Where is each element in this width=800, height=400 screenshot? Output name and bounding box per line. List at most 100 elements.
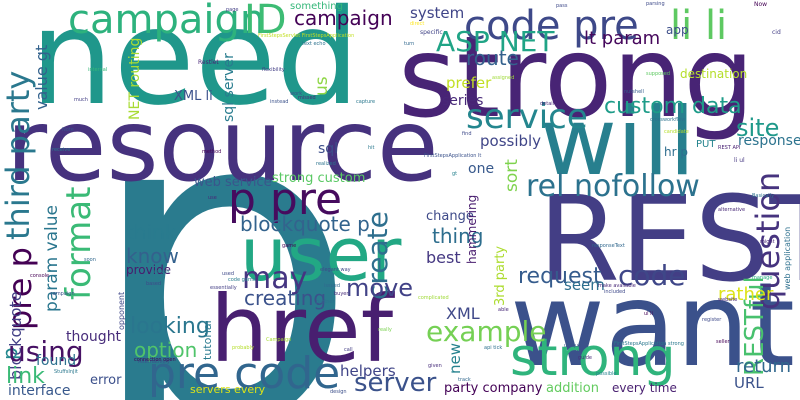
word-call: call (344, 347, 353, 353)
word-rather: rather (718, 284, 774, 305)
word-hit: hit (368, 145, 375, 151)
word-response: response (738, 133, 800, 149)
word-crossworkflow: crossworkflow (650, 117, 686, 123)
word-li-li: li li (670, 3, 728, 49)
word-receive: receive (52, 147, 71, 153)
word-track: track (458, 377, 471, 383)
word-campaign-top: campaign (68, 0, 266, 43)
word-asp-net: ASP NET (436, 25, 555, 58)
word-seller: seller (716, 339, 730, 345)
word-using: using (8, 335, 84, 368)
word-elegant-way: elegant way (320, 267, 351, 273)
word-3rd-party: 3rd party (493, 245, 508, 306)
word-partner: partner (316, 299, 335, 305)
word-given: given (428, 363, 442, 369)
word-change: change (426, 209, 474, 224)
word-put: PUT (696, 139, 716, 150)
word-rest-api: REST API (718, 145, 741, 151)
word-system: system (410, 4, 465, 22)
word-possibly: possibly (480, 132, 542, 150)
word-sql: sql (318, 141, 339, 157)
word-think: think (126, 220, 177, 244)
word-game: game (282, 243, 297, 249)
word-know: know (126, 244, 179, 268)
word-error: error (90, 373, 122, 388)
word-strong-large: strong (398, 13, 755, 143)
word-connection-open: connection open (134, 357, 176, 363)
word-party-company: party company (444, 381, 543, 396)
word-direct: direct (410, 21, 425, 27)
word-supposed: supposed (646, 71, 671, 77)
word-app: app (666, 23, 689, 37)
word-basically: Basically (752, 193, 775, 199)
word-helpers: helpers (340, 362, 396, 380)
word-issued: issued (324, 283, 341, 289)
word-sort: sort (502, 159, 522, 192)
word-manage: manage (752, 275, 773, 281)
word-code-game: code game (228, 277, 256, 283)
word-console: console (30, 273, 50, 279)
word-unique: unique (564, 343, 582, 349)
word-guide: guide (578, 355, 592, 361)
word-lt-param: lt param (584, 28, 661, 49)
word-tutorial: tutorial (201, 320, 214, 360)
word-design: design (330, 389, 347, 395)
word-p-large: p (86, 17, 359, 400)
word-realized: realized (316, 161, 336, 167)
word-creating: creating (244, 286, 327, 310)
word-gt: gt (452, 171, 458, 177)
word-included: included (604, 289, 626, 295)
word-example: example (426, 315, 547, 348)
word-return: return (736, 356, 792, 377)
word-web-application: web application (783, 226, 792, 290)
word-site: site (736, 114, 780, 142)
word-format: format (59, 186, 99, 300)
word-move: move (346, 274, 414, 302)
word-capture: capture (356, 99, 376, 105)
word-might: might (760, 239, 775, 245)
word-opponent: opponent (117, 291, 126, 330)
word-campaign-small: Campaign (266, 337, 292, 343)
word-destination: destination (680, 67, 748, 81)
word-found: found (36, 353, 77, 369)
word-responsetext: responseText (592, 243, 625, 249)
word-nutshell: nutshell (624, 89, 644, 95)
word-turn: turn (404, 41, 415, 47)
word-note: Note (62, 127, 74, 133)
word-code-pre: code pre (464, 3, 639, 49)
word-cid: cid (772, 29, 781, 36)
word-stuffsinjit: StuffsInJit (54, 369, 78, 375)
word-one: one (468, 161, 495, 177)
word-request: request (518, 264, 602, 289)
word-much: much (74, 97, 88, 103)
word-p-pre: p pre (228, 174, 343, 225)
word-parsing: parsing (646, 1, 665, 7)
word-find: find (462, 131, 472, 137)
word-work: work (290, 91, 303, 97)
word-value-gt: value gt (32, 44, 51, 110)
word-href: href (210, 276, 394, 383)
word-prefer: prefer (446, 74, 492, 92)
word-web-service: web service (194, 175, 272, 190)
word-ul-li: ul li (644, 311, 653, 317)
word-blockquote-p: blockquote p (240, 212, 370, 236)
word-addition: addition (546, 381, 599, 396)
word-alternative: alternative (718, 207, 746, 213)
word-used: used (222, 271, 235, 277)
word-sql-server: sql server (221, 53, 237, 122)
word-campaign-mid: campaign (294, 6, 393, 30)
word-thing: thing (432, 224, 484, 248)
word-server: server (354, 368, 437, 398)
word-new: new (446, 342, 464, 374)
word-flexibility: flexibility (262, 67, 285, 73)
word-alternatively: Alternatively (138, 359, 170, 365)
word-now: Now (754, 1, 768, 8)
word-api-tick: api tick (484, 345, 503, 351)
word-candidate: candidate (664, 129, 689, 135)
word-really: really (378, 327, 392, 333)
word-may: may (242, 261, 308, 296)
word-buyer: buyer (334, 291, 349, 297)
word-resource: resource (6, 87, 439, 204)
word-need: need (30, 0, 360, 135)
